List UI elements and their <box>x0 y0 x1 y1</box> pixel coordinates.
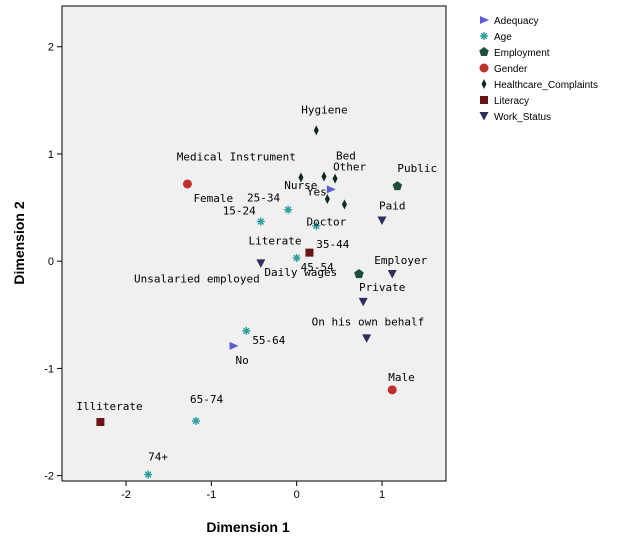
plot-area <box>61 5 447 482</box>
point-adequacy-no <box>229 341 239 350</box>
legend-label-healthcare-complaints: Healthcare_Complaints <box>494 80 598 91</box>
point-employment-private <box>354 269 364 279</box>
point-label-daily-wages: Daily wages <box>264 266 337 279</box>
point-label-paid: Paid <box>379 199 406 212</box>
point-healthcare-complaints-nurse <box>324 194 330 205</box>
legend-label-gender: Gender <box>494 64 528 75</box>
point-healthcare-complaints-bed <box>321 171 327 182</box>
point-label-74: 74+ <box>148 451 168 464</box>
y-tick-label: 0 <box>48 256 54 268</box>
x-axis: -2 -1 0 1 <box>121 481 385 501</box>
legend-marker-age <box>480 32 488 40</box>
point-work-status-paid <box>377 216 387 225</box>
point-label-55-64: 55-64 <box>252 334 285 347</box>
point-healthcare-complaints-hygiene <box>313 125 319 136</box>
point-label-no: No <box>236 354 249 367</box>
legend-label-employment: Employment <box>494 48 550 59</box>
point-label-25-34: 25-34 <box>247 192 280 205</box>
point-label-hygiene: Hygiene <box>301 103 347 116</box>
point-label-private: Private <box>359 281 405 294</box>
point-label-bed: Bed <box>336 149 356 162</box>
point-label-employer: Employer <box>374 254 427 267</box>
legend-marker-healthcare-complaints <box>481 79 487 89</box>
legend-marker-gender <box>479 63 489 73</box>
point-label-on-his-own-behalf: On his own behalf <box>312 315 425 328</box>
y-tick-label: -1 <box>44 363 54 375</box>
point-healthcare-complaints-medical-instrument <box>298 172 304 183</box>
legend-label-literacy: Literacy <box>494 96 529 107</box>
point-label-15-24: 15-24 <box>223 205 256 218</box>
point-healthcare-complaints-other <box>332 173 338 184</box>
legend-marker-adequacy <box>480 16 489 24</box>
point-work-status-daily-wages <box>358 297 368 307</box>
legend-label-work-status: Work_Status <box>494 112 551 123</box>
x-tick-label: -1 <box>206 489 216 501</box>
legend-label-age: Age <box>494 32 512 43</box>
point-label-doctor: Doctor <box>306 215 346 228</box>
point-label-male: Male <box>388 371 415 384</box>
point-label-medical-instrument: Medical Instrument <box>177 151 296 164</box>
point-label-other: Other <box>333 161 366 174</box>
point-age-65-74 <box>191 416 200 425</box>
legend-marker-work-status <box>479 112 489 121</box>
point-label-illiterate: Illiterate <box>76 400 142 413</box>
point-age-25-34 <box>284 205 293 214</box>
point-work-status-employer <box>387 270 397 279</box>
point-age-55-64 <box>242 326 251 335</box>
point-work-status-on-his-own-behalf <box>362 334 372 343</box>
point-adequacy-yes <box>326 185 336 194</box>
point-label-unsalaried-employed: Unsalaried employed <box>134 272 260 285</box>
point-label-literate: Literate <box>248 235 301 248</box>
y-axis: -2 -1 0 1 2 <box>44 42 62 483</box>
point-age-45-54 <box>292 253 301 262</box>
point-label-yes: Yes <box>307 185 327 198</box>
x-tick-label: -2 <box>121 489 131 501</box>
x-tick-label: 0 <box>294 489 300 501</box>
point-label-public: Public <box>397 162 437 175</box>
point-age-15-24 <box>256 217 265 226</box>
data-points <box>96 125 403 479</box>
y-tick-label: 2 <box>48 42 54 54</box>
legend-marker-employment <box>479 47 489 57</box>
legend: Adequacy Age Employment Gender Healthcare_Co… <box>479 16 598 123</box>
x-axis-title: Dimension 1 <box>206 519 289 535</box>
point-literacy-literate <box>305 248 314 257</box>
y-tick-label: 1 <box>48 149 54 161</box>
legend-label-adequacy: Adequacy <box>494 16 538 27</box>
point-age-35-44 <box>312 221 321 230</box>
point-literacy-illiterate <box>96 418 105 427</box>
point-label-35-44: 35-44 <box>316 238 349 251</box>
x-tick-label: 1 <box>379 489 385 501</box>
y-tick-label: -2 <box>44 471 54 483</box>
point-age-74 <box>144 470 153 479</box>
point-healthcare-complaints-doctor <box>341 199 347 210</box>
legend-marker-literacy <box>480 96 488 104</box>
point-label-nurse: Nurse <box>284 179 317 192</box>
point-gender-female <box>182 179 192 189</box>
point-label-female: Female <box>193 192 233 205</box>
point-gender-male <box>387 385 397 395</box>
point-label-65-74: 65-74 <box>190 393 223 406</box>
point-employment-public <box>392 181 403 191</box>
point-work-status-unsalaried-employed <box>256 259 266 268</box>
y-axis-title: Dimension 2 <box>11 201 27 284</box>
point-label-45-54: 45-54 <box>301 261 334 274</box>
